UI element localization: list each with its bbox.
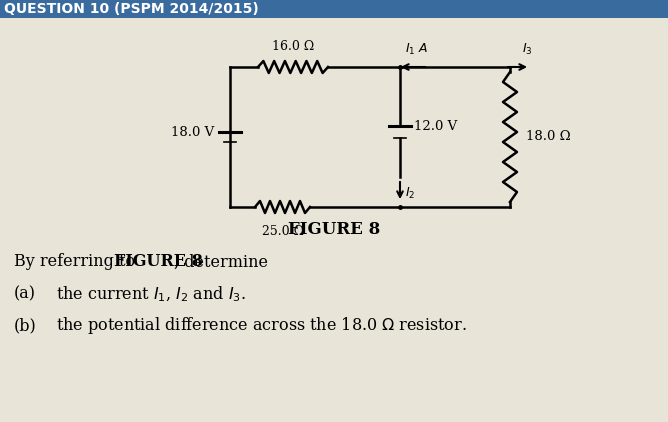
Text: By referring to: By referring to xyxy=(14,254,140,271)
Text: the potential difference across the 18.0 $\Omega$ resistor.: the potential difference across the 18.0… xyxy=(56,316,467,336)
FancyBboxPatch shape xyxy=(0,0,668,18)
Text: FIGURE 8: FIGURE 8 xyxy=(114,254,203,271)
Text: 12.0 V: 12.0 V xyxy=(414,119,458,133)
Text: 16.0 Ω: 16.0 Ω xyxy=(272,40,314,53)
Text: (a): (a) xyxy=(14,286,36,303)
Text: $I_2$: $I_2$ xyxy=(405,185,415,200)
Text: 18.0 Ω: 18.0 Ω xyxy=(526,130,570,143)
Text: the current $I_1$, $I_2$ and $I_3$.: the current $I_1$, $I_2$ and $I_3$. xyxy=(56,284,246,304)
Text: 25.0 Ω: 25.0 Ω xyxy=(261,225,303,238)
Text: FIGURE 8: FIGURE 8 xyxy=(288,222,380,238)
Text: QUESTION 10 (PSPM 2014/2015): QUESTION 10 (PSPM 2014/2015) xyxy=(4,2,259,16)
Text: $I_3$: $I_3$ xyxy=(522,42,532,57)
Text: (b): (b) xyxy=(14,317,37,335)
Text: 18.0 V: 18.0 V xyxy=(171,125,214,138)
Text: , determine: , determine xyxy=(174,254,268,271)
Text: $I_1$ A: $I_1$ A xyxy=(405,42,428,57)
